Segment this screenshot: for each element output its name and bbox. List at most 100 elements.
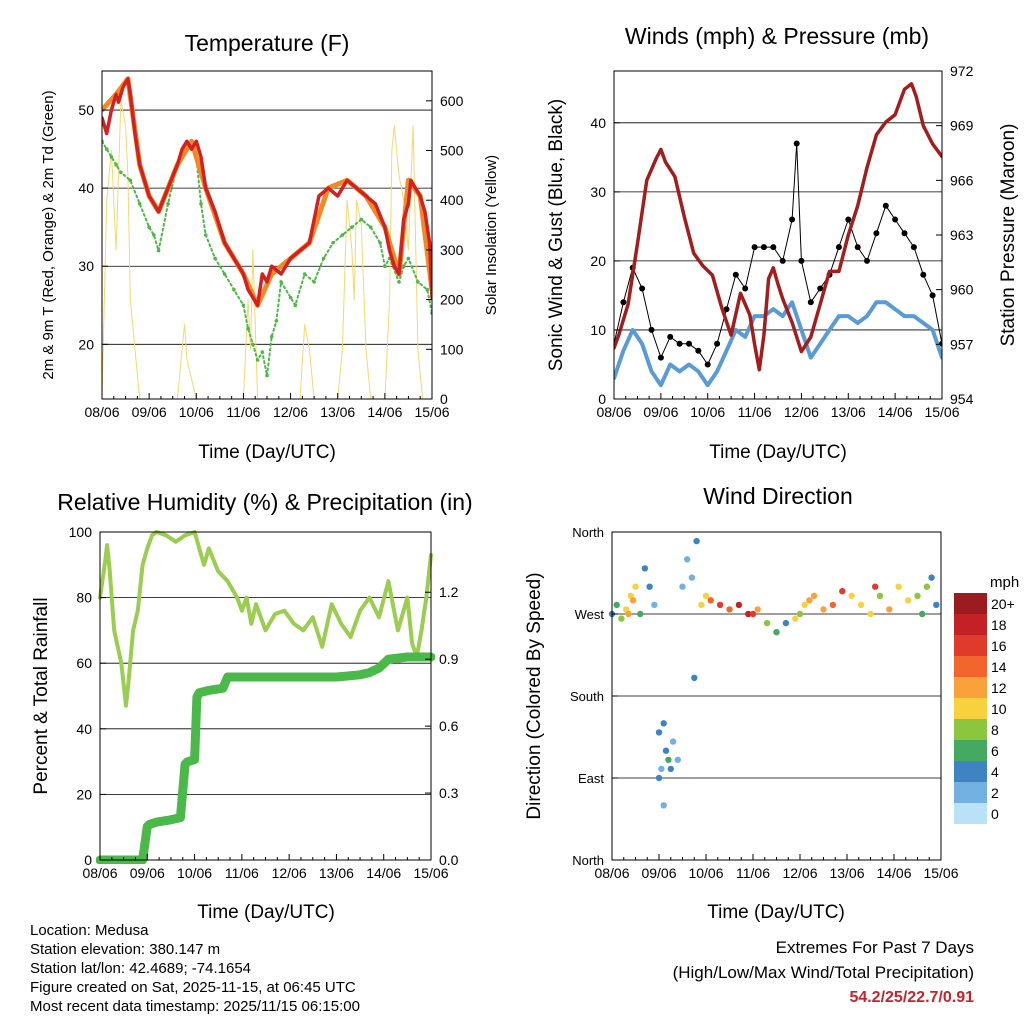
dewpoint-point xyxy=(114,162,118,167)
gust-point xyxy=(910,244,917,251)
colorbar-label: 8 xyxy=(991,722,999,738)
direction-point xyxy=(763,619,771,627)
direction-point xyxy=(707,597,714,604)
direction-point xyxy=(618,615,625,622)
precip-ytick-label-right: 1.2 xyxy=(439,584,459,600)
gust-point xyxy=(695,347,702,354)
dewpoint-point xyxy=(137,202,142,206)
direction-point xyxy=(726,606,733,613)
wind-xtick-label: 12/06 xyxy=(784,404,819,420)
direction-point xyxy=(749,610,757,618)
dewpoint-point xyxy=(128,178,133,183)
winds-panel: Winds (mph) & Pressure (mb) 0 10 20 30 40 954… xyxy=(546,23,1019,463)
colorbar-label: 2 xyxy=(991,785,999,801)
gust-point xyxy=(882,202,889,209)
solar-insolation-line xyxy=(102,100,424,399)
gust-point xyxy=(704,361,711,368)
dewpoint-point xyxy=(312,280,316,284)
colorbar-swatch xyxy=(954,803,987,824)
direction-ylabel-left: Direction (Colored By Speed) xyxy=(524,572,545,819)
direction-ytick-label: East xyxy=(578,771,604,786)
direction-point xyxy=(829,601,837,609)
direction-point xyxy=(904,597,912,604)
direction-point xyxy=(662,747,670,754)
direction-point xyxy=(702,592,710,599)
dewpoint-point xyxy=(302,272,307,276)
dewpoint-point xyxy=(109,155,114,159)
colorbar-swatch xyxy=(954,593,987,614)
dewpoint-point xyxy=(406,256,411,261)
solar-ytick-label-right: 100 xyxy=(440,341,464,357)
humidity-xlabel: Time (Day/UTC) xyxy=(197,902,335,923)
pressure-ytick-label-right: 960 xyxy=(950,282,974,298)
dewpoint-point xyxy=(241,303,246,308)
direction-point xyxy=(658,765,665,773)
humidity-title: Relative Humidity (%) & Precipitation (i… xyxy=(57,489,472,515)
gust-point xyxy=(714,340,721,347)
dewpoint-point xyxy=(350,225,354,229)
winds-title: Winds (mph) & Pressure (mb) xyxy=(625,23,929,49)
gust-point xyxy=(892,216,899,223)
direction-point xyxy=(669,738,677,745)
direction-point xyxy=(801,601,808,609)
colorbar-label: 6 xyxy=(991,743,999,759)
direction-xtick-label: 15/06 xyxy=(923,865,958,881)
direction-point xyxy=(688,574,696,581)
station-elevation: Station elevation: 380.147 m xyxy=(30,941,221,958)
pressure-line xyxy=(614,82,942,372)
gust-point xyxy=(793,140,800,147)
direction-ytick-label: West xyxy=(575,607,605,622)
direction-point xyxy=(613,601,620,609)
recent-timestamp: Most recent data timestamp: 2025/11/15 0… xyxy=(30,998,360,1015)
dewpoint-point xyxy=(321,256,326,261)
direction-point xyxy=(773,629,780,636)
dewpoint-point xyxy=(368,225,373,229)
temp-ytick-label: 20 xyxy=(78,336,94,352)
direction-ytick-label: North xyxy=(572,853,604,868)
direction-point xyxy=(698,601,705,609)
colorbar-label: 12 xyxy=(991,680,1007,696)
solar-ytick-label-right: 600 xyxy=(440,93,464,109)
gust-point xyxy=(779,257,786,264)
gust-point xyxy=(845,216,852,223)
direction-point xyxy=(660,720,667,727)
direction-point xyxy=(867,610,874,618)
solar-ytick-label-right: 200 xyxy=(440,292,464,308)
direction-point xyxy=(820,606,827,613)
sonic-wind-line xyxy=(614,300,942,388)
solar-ytick-label-right: 400 xyxy=(440,192,464,208)
direction-point xyxy=(872,583,879,590)
direction-point xyxy=(667,765,674,773)
colorbar-label: 20+ xyxy=(991,596,1015,612)
dewpoint-point xyxy=(265,373,269,378)
direction-point xyxy=(895,583,902,590)
wind-ytick-label: 40 xyxy=(590,115,606,131)
dewpoint-point xyxy=(383,264,387,269)
direction-point xyxy=(876,592,884,599)
speed-colorbar: 20+ 18 16 14 12 10 8 6 4 2 0 xyxy=(954,593,1015,824)
colorbar-swatch xyxy=(954,635,987,656)
rh-xtick-label: 15/06 xyxy=(413,865,448,881)
direction-point xyxy=(651,601,658,609)
dewpoint-point xyxy=(378,241,382,245)
direction-point xyxy=(745,610,752,618)
gust-point xyxy=(732,271,739,278)
gust-point xyxy=(751,244,758,251)
colorbar-label: 14 xyxy=(991,659,1007,675)
figure-created: Figure created on Sat, 2025-11-15, at 06… xyxy=(30,979,356,996)
direction-point xyxy=(679,583,686,590)
direction-xtick-label: 13/06 xyxy=(829,865,864,881)
direction-xlabel: Time (Day/UTC) xyxy=(707,902,845,923)
gust-point xyxy=(760,244,767,251)
rh-ytick-label: 100 xyxy=(69,524,93,540)
gust-point xyxy=(929,292,936,299)
solar-ytick-label-right: 500 xyxy=(440,143,464,159)
gust-point xyxy=(807,299,814,306)
dewpoint-point xyxy=(119,170,123,175)
wind-xtick-label: 13/06 xyxy=(831,404,866,420)
gust-point xyxy=(789,216,796,223)
wind-ytick-label: 20 xyxy=(590,253,606,269)
direction-point xyxy=(625,610,632,618)
direction-point xyxy=(735,601,743,609)
